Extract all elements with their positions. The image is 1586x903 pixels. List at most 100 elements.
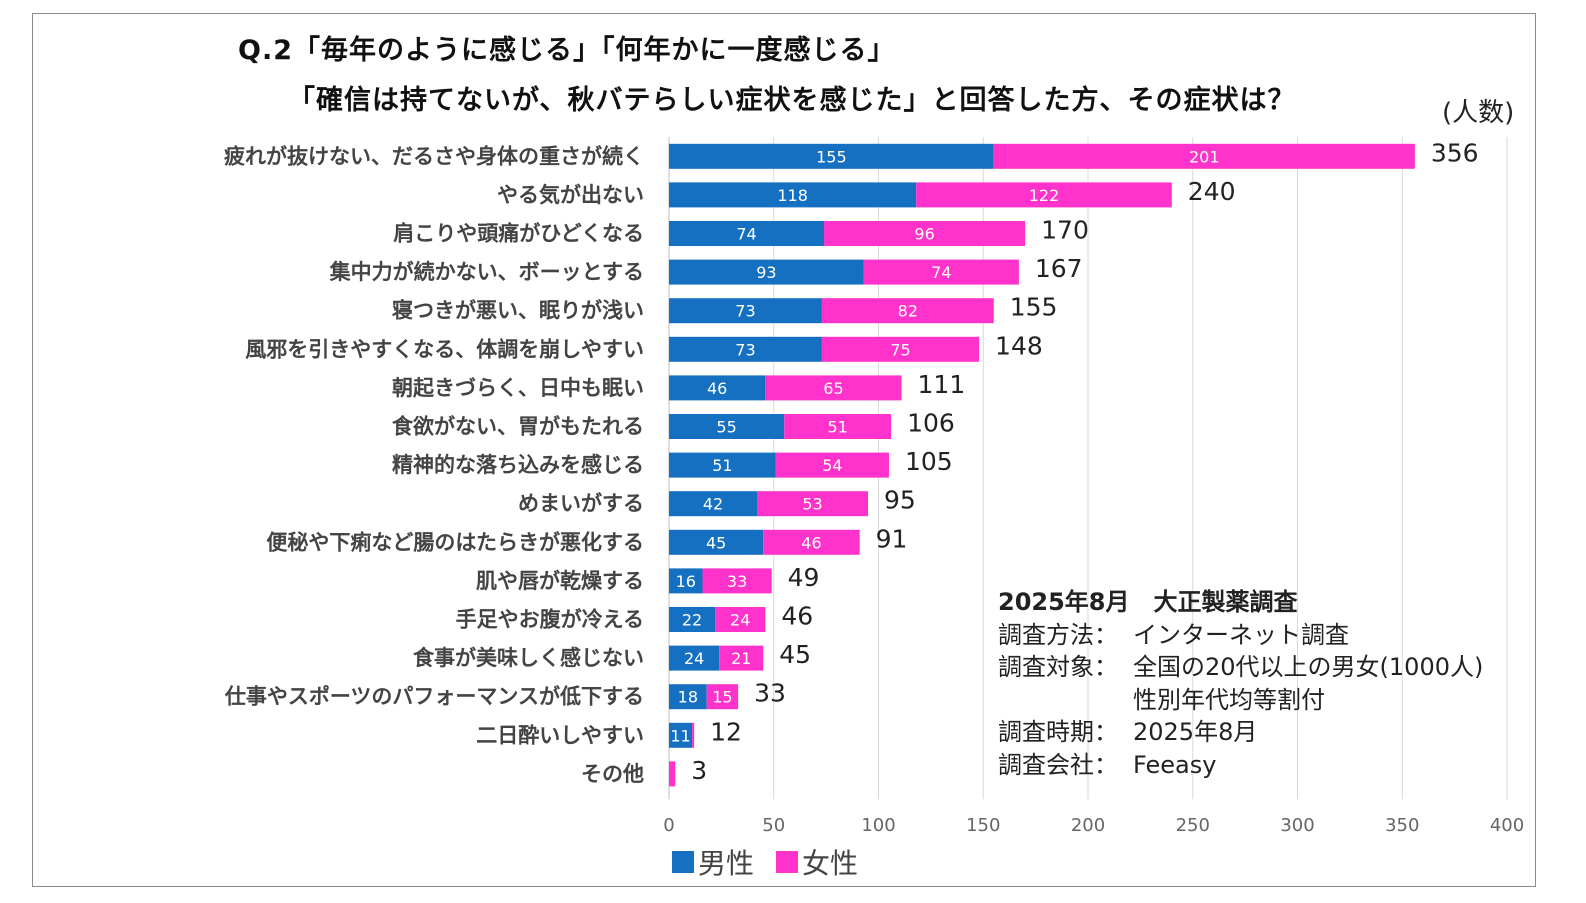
bar-segment-female <box>715 607 766 632</box>
bar-segment-male <box>669 568 703 594</box>
legend-swatch-male <box>672 851 694 873</box>
notes-row-method: 調査方法： インターネット調査 <box>998 619 1483 652</box>
notes-key <box>998 684 1133 717</box>
category-label: 仕事やスポーツのパフォーマンスが低下する <box>224 685 644 709</box>
total-label: 148 <box>995 331 1043 360</box>
data-label-male: 118 <box>777 186 808 205</box>
category-label: 便秘や下痢など腸のはたらきが悪化する <box>266 530 644 554</box>
notes-value: 性別年代均等割付 <box>1133 685 1325 714</box>
bar-segment-female <box>784 414 892 439</box>
notes-row-allocation: 性別年代均等割付 <box>998 684 1483 717</box>
survey-notes: 2025年8月 大正製薬調査 調査方法： インターネット調査 調査対象： 全国の… <box>998 586 1483 781</box>
bar-segment-male <box>669 491 757 517</box>
total-label: 33 <box>754 679 786 708</box>
chart-title-line2: 「確信は持てないが、秋バテらしい症状を感じた」と回答した方、その症状は？ <box>288 85 1296 116</box>
notes-row-company: 調査会社： Feeasy <box>998 749 1483 782</box>
data-label-male: 22 <box>682 611 702 630</box>
data-label-female: 82 <box>898 302 918 321</box>
bar-segment-female <box>706 684 739 710</box>
data-label-female: 65 <box>823 379 843 398</box>
data-label-female: 122 <box>1029 186 1060 205</box>
data-label-male: 24 <box>684 649 704 668</box>
category-label: 集中力が続かない、ボーッとする <box>329 260 644 284</box>
bar-segment-female <box>669 761 676 787</box>
category-label: 朝起きづらく、日中も眠い <box>392 376 644 400</box>
category-label: 肌や唇が乾燥する <box>476 569 644 593</box>
category-label: 疲れが抜けない、だるさや身体の重さが続く <box>224 144 644 168</box>
x-tick-label: 150 <box>966 815 1000 836</box>
notes-key: 調査時期： <box>998 718 1118 746</box>
bar-segment-male <box>669 452 776 478</box>
notes-row-period: 調査時期： 2025年8月 <box>998 716 1483 749</box>
bar-segment-female <box>692 722 695 748</box>
bar-segment-male <box>669 607 716 632</box>
data-label-male: 11 <box>670 726 690 745</box>
data-label-male: 42 <box>703 495 723 514</box>
category-label: 食事が美味しく感じない <box>413 646 644 670</box>
category-label: 食欲がない、胃がもたれる <box>392 415 644 439</box>
total-label: 167 <box>1035 254 1083 283</box>
data-label-male: 73 <box>735 340 755 359</box>
data-label-female: 33 <box>727 572 747 591</box>
notes-key: 調査方法： <box>998 620 1118 649</box>
notes-heading: 2025年8月 大正製薬調査 <box>998 588 1298 616</box>
data-label-female: 46 <box>801 533 821 552</box>
data-label-female: 75 <box>890 340 910 359</box>
data-label-male: 45 <box>706 533 726 552</box>
x-tick-label: 350 <box>1385 815 1419 836</box>
data-label-male: 155 <box>816 147 847 166</box>
notes-key: 調査対象： <box>998 653 1118 681</box>
bar-segment-female <box>702 568 772 594</box>
x-tick-label: 0 <box>663 815 674 836</box>
bar-segment-female <box>765 375 902 401</box>
bar-segment-male <box>669 414 785 439</box>
x-tick-label: 400 <box>1490 815 1524 836</box>
total-label: 170 <box>1041 216 1089 245</box>
bar-segment-male <box>669 221 825 246</box>
total-label: 95 <box>884 486 916 515</box>
data-label-male: 51 <box>712 456 732 475</box>
x-tick-label: 100 <box>861 815 895 836</box>
x-tick-label: 50 <box>762 815 785 836</box>
notes-row-target: 調査対象： 全国の20代以上の男女(1000人) <box>998 651 1483 684</box>
notes-value: 2025年8月 <box>1133 718 1258 746</box>
category-label: やる気が出ない <box>497 183 644 207</box>
data-label-male: 93 <box>756 263 776 282</box>
notes-value: 全国の20代以上の男女(1000人) <box>1133 653 1484 681</box>
data-label-male: 18 <box>678 688 698 707</box>
bar-segment-female <box>821 336 980 362</box>
data-label-male: 74 <box>736 225 756 244</box>
bar-segment-male <box>669 143 994 169</box>
data-label-female: 54 <box>822 456 842 475</box>
bar-segment-male <box>669 182 917 208</box>
data-label-male: 46 <box>707 379 727 398</box>
bar-segment-male <box>669 645 720 671</box>
legend-item-female: 女性 <box>776 842 858 882</box>
total-label: 111 <box>918 370 966 399</box>
bar-segment-female <box>775 452 889 478</box>
bar-segment-male <box>669 336 822 362</box>
bar-segment-male <box>669 375 766 401</box>
notes-value: インターネット調査 <box>1133 620 1349 649</box>
data-label-male: 16 <box>676 572 696 591</box>
total-label: 3 <box>691 756 707 785</box>
bar-segment-female <box>863 259 1019 285</box>
data-label-female: 201 <box>1189 147 1220 166</box>
total-label: 105 <box>905 447 953 476</box>
data-label-female: 74 <box>931 263 951 282</box>
bar-segment-male <box>669 259 864 285</box>
category-label: その他 <box>581 762 644 786</box>
x-tick-label: 200 <box>1071 815 1105 836</box>
total-label: 46 <box>781 602 813 631</box>
total-label: 106 <box>907 409 955 438</box>
bar-segment-male <box>669 722 693 748</box>
bar-segment-female <box>763 529 860 555</box>
data-label-male: 55 <box>716 418 736 437</box>
data-label-female: 51 <box>827 418 847 437</box>
bar-segment-female <box>916 182 1172 208</box>
data-label-male: 73 <box>735 302 755 321</box>
bar-segment-female <box>821 298 994 324</box>
legend: 男性 女性 <box>672 842 880 882</box>
data-label-female: 15 <box>712 688 732 707</box>
